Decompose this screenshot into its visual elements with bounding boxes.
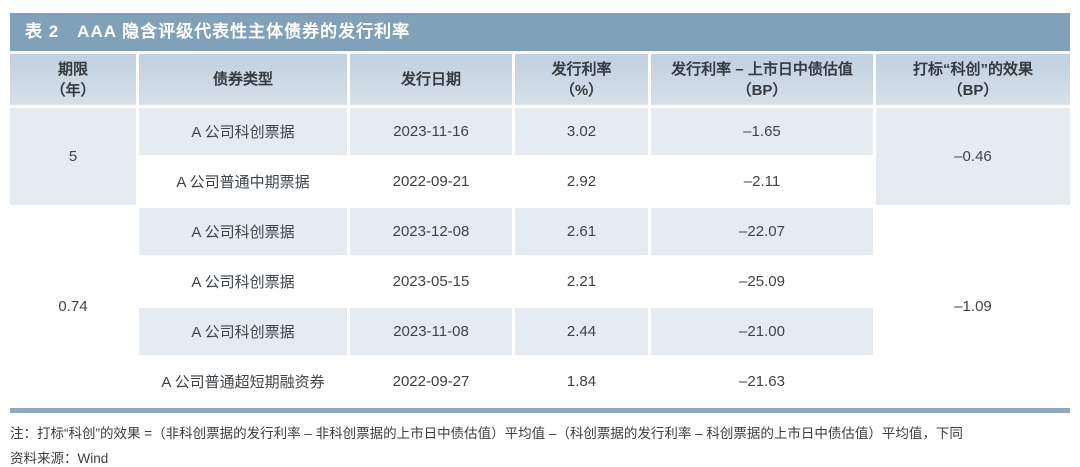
col-header-label: 发行日期 <box>400 71 461 88</box>
col-header-issue-rate: 发行利率 （%） <box>515 54 648 105</box>
col-header-unit: （BP） <box>736 81 788 99</box>
table-title: 表 2 AAA 隐含评级代表性主体债券的发行利率 <box>25 22 411 41</box>
issue-rate-cell: 2.44 <box>515 308 648 355</box>
issue-date-cell: 2022-09-27 <box>350 358 512 405</box>
bond-type-cell: A 公司科创票据 <box>139 308 347 355</box>
effect-cell: –1.09 <box>876 208 1070 405</box>
table-row: A 公司科创票据 2023-05-15 2.21 –25.09 <box>10 258 1070 305</box>
col-header-label: 发行利率 <box>551 60 612 78</box>
bond-type-cell: A 公司科创票据 <box>139 208 347 255</box>
header-row: 期限 （年） 债券类型 发行日期 发行利率 （%） 发行利率 – 上市日中债估值… <box>10 54 1070 105</box>
table-row: A 公司科创票据 2023-11-08 2.44 –21.00 <box>10 308 1070 355</box>
table-body: 5 A 公司科创票据 2023-11-16 3.02 –1.65 –0.46 A… <box>10 108 1070 405</box>
col-header-label: 发行利率 – 上市日中债估值 <box>671 60 853 78</box>
spread-cell: –21.63 <box>651 358 873 405</box>
bond-type-cell: A 公司普通中期票据 <box>139 158 347 205</box>
issue-rate-cell: 3.02 <box>515 108 648 155</box>
col-header-unit: （%） <box>559 81 604 99</box>
table-row: A 公司普通超短期融资券 2022-09-27 1.84 –21.63 <box>10 358 1070 405</box>
issue-date-cell: 2022-09-21 <box>350 158 512 205</box>
col-header-label: 打标“科创”的效果 <box>912 60 1033 78</box>
table-row: 5 A 公司科创票据 2023-11-16 3.02 –1.65 –0.46 <box>10 108 1070 205</box>
issue-date-cell: 2023-12-08 <box>350 208 512 255</box>
table-row: A 公司普通中期票据 2022-09-21 2.92 –2.11 <box>10 158 1070 205</box>
bond-type-cell: A 公司科创票据 <box>139 108 347 155</box>
issue-date-cell: 2023-11-08 <box>350 308 512 355</box>
spread-cell: –21.00 <box>651 308 873 355</box>
table-title-bar: 表 2 AAA 隐含评级代表性主体债券的发行利率 <box>10 13 1070 51</box>
spread-cell: –1.65 <box>651 108 873 155</box>
col-header-unit: （年） <box>50 81 96 99</box>
issue-rate-cell: 2.61 <box>515 208 648 255</box>
table-footer: 注：打标“科创”的效果 =（非科创票据的发行利率 – 非科创票据的上市日中债估值… <box>10 422 1072 467</box>
col-header-bond-type: 债券类型 <box>139 54 347 105</box>
col-header-label: 债券类型 <box>212 71 273 88</box>
bond-rate-table: 期限 （年） 债券类型 发行日期 发行利率 （%） 发行利率 – 上市日中债估值… <box>7 51 1073 408</box>
col-header-label: 期限 <box>57 60 88 78</box>
data-source: 资料来源：Wind <box>10 450 109 466</box>
col-header-spread: 发行利率 – 上市日中债估值 （BP） <box>651 54 873 105</box>
col-header-issue-date: 发行日期 <box>350 54 512 105</box>
spread-cell: –2.11 <box>651 158 873 205</box>
col-header-effect: 打标“科创”的效果 （BP） <box>876 54 1070 105</box>
issue-rate-cell: 2.21 <box>515 258 648 305</box>
spread-cell: –25.09 <box>651 258 873 305</box>
table-note: 注：打标“科创”的效果 =（非科创票据的发行利率 – 非科创票据的上市日中债估值… <box>10 426 963 441</box>
spread-cell: –22.07 <box>651 208 873 255</box>
issue-rate-cell: 1.84 <box>515 358 648 405</box>
issue-rate-cell: 2.92 <box>515 158 648 205</box>
col-header-term: 期限 （年） <box>10 54 136 105</box>
term-cell: 5 <box>10 108 136 205</box>
table-row: 0.74 A 公司科创票据 2023-12-08 2.61 –22.07 –1.… <box>10 208 1070 405</box>
table-header: 期限 （年） 债券类型 发行日期 发行利率 （%） 发行利率 – 上市日中债估值… <box>10 54 1070 105</box>
issue-date-cell: 2023-11-16 <box>350 108 512 155</box>
bond-type-cell: A 公司普通超短期融资券 <box>139 358 347 405</box>
bond-type-cell: A 公司科创票据 <box>139 258 347 305</box>
effect-cell: –0.46 <box>876 108 1070 205</box>
issue-date-cell: 2023-05-15 <box>350 258 512 305</box>
table-bottom-rule <box>10 408 1070 413</box>
term-cell: 0.74 <box>10 208 136 405</box>
col-header-unit: （BP） <box>947 81 999 99</box>
